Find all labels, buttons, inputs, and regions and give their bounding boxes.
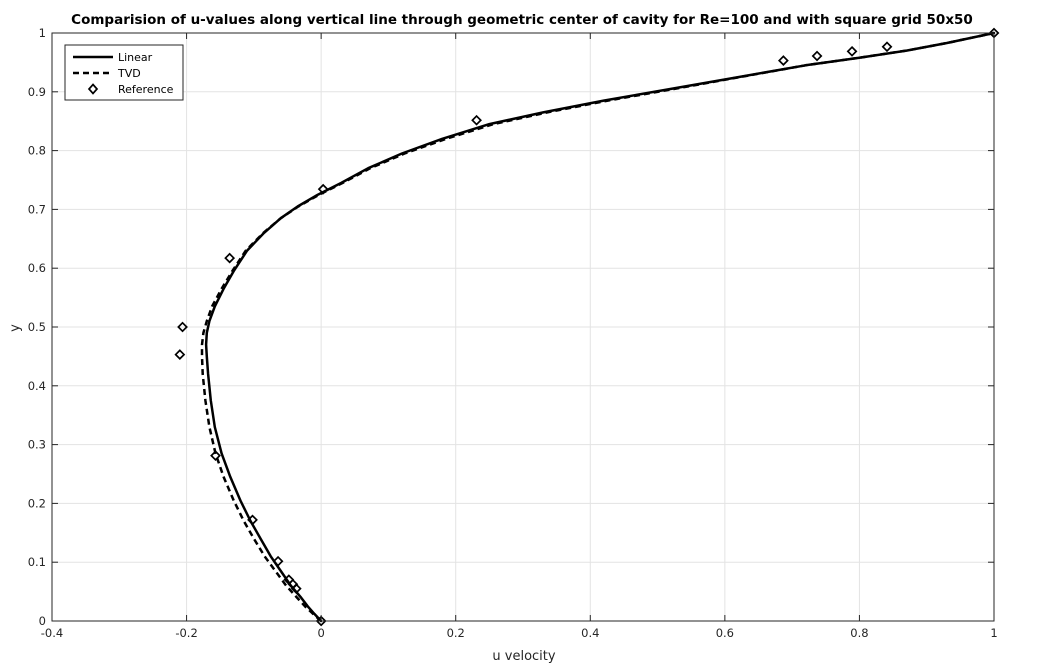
y-tick-label: 0.6: [28, 261, 46, 275]
x-tick-label: 0.4: [581, 626, 599, 640]
legend: Linear TVD Reference: [64, 44, 184, 101]
reference-marker: [224, 252, 236, 264]
y-axis-label: y: [8, 324, 23, 332]
series-layer: [174, 27, 1000, 627]
reference-marker: [881, 41, 893, 53]
reference-marker: [174, 349, 186, 360]
reference-marker: [210, 450, 221, 461]
reference-marker: [471, 114, 482, 126]
y-tick-label: 0.5: [28, 320, 46, 334]
x-tick-label: -0.2: [175, 626, 197, 640]
y-tick-label: 1: [39, 26, 46, 40]
reference-marker: [272, 555, 284, 567]
reference-marker: [315, 615, 327, 627]
y-tick-label: 0: [39, 614, 46, 628]
reference-marker: [811, 50, 823, 62]
ticks: -0.4 -0.2 0 0.2 0.4 0.6 0.8 1 0 0.1 0.2 0.3 0.4 0.5 0.…: [28, 26, 998, 640]
reference-marker: [777, 55, 789, 66]
reference-marker: [177, 321, 188, 333]
y-tick-label: 0.9: [28, 85, 46, 99]
chart-title: Comparision of u-values along vertical l…: [71, 12, 973, 28]
legend-tvd-label: TVD: [117, 67, 141, 80]
reference-marker: [846, 45, 858, 57]
y-tick-label: 0.2: [28, 496, 46, 510]
y-tick-label: 0.3: [28, 438, 46, 452]
x-tick-label: 0: [317, 626, 324, 640]
reference-marker: [247, 514, 258, 526]
x-tick-label: 0.8: [850, 626, 868, 640]
y-tick-label: 0.4: [28, 379, 46, 393]
reference-marker: [317, 183, 329, 195]
x-tick-label: 1: [990, 626, 997, 640]
x-axis-label: u velocity: [492, 649, 555, 664]
y-tick-label: 0.8: [28, 144, 46, 158]
x-tick-label: 0.6: [716, 626, 734, 640]
tvd-line: [200, 31, 995, 622]
y-tick-label: 0.1: [28, 555, 46, 569]
x-tick-label: 0.2: [447, 626, 465, 640]
legend-reference-label: Reference: [118, 83, 174, 96]
reference-marker: [283, 574, 295, 586]
y-tick-label: 0.7: [28, 202, 46, 216]
legend-linear-label: Linear: [118, 51, 153, 64]
x-tick-label: -0.4: [41, 626, 63, 640]
legend-reference-swatch: [87, 83, 99, 95]
